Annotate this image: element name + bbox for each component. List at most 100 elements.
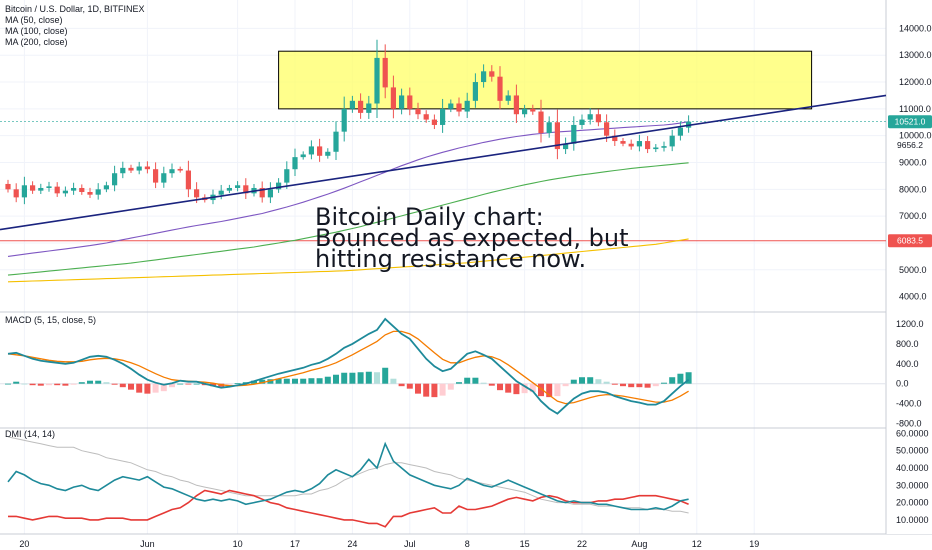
price-tick-label-10: 14000.0 <box>899 23 932 33</box>
candle-body-72 <box>595 114 601 123</box>
candle-body-9 <box>79 187 85 192</box>
candle-44 <box>366 95 372 119</box>
macd-histogram-bar-38 <box>316 378 323 384</box>
candle-body-7 <box>62 190 68 194</box>
candle-body-14 <box>120 167 126 174</box>
candle-49 <box>407 87 413 116</box>
chart-header: Bitcoin / U.S. Dollar, 1D, BITFINEX MA (… <box>5 4 145 439</box>
macd-histogram-bar-40 <box>333 374 339 384</box>
macd-tick-label-0: -800.0 <box>896 419 922 429</box>
candle-body-17 <box>144 166 150 170</box>
candle-35 <box>292 148 298 177</box>
time-tick-label-4: 24 <box>347 539 357 549</box>
candle-body-11 <box>95 189 101 195</box>
macd-histogram-bar-39 <box>324 376 331 384</box>
candle-3 <box>30 181 36 194</box>
candle-19 <box>161 166 167 188</box>
candle-body-74 <box>612 135 618 142</box>
candle-21 <box>177 166 183 173</box>
candle-40 <box>333 121 339 160</box>
candle-body-4 <box>38 187 44 191</box>
candle-75 <box>620 137 626 147</box>
candle-60 <box>497 66 503 110</box>
resistance-zone-layer <box>0 50 886 242</box>
candle-67 <box>554 109 560 160</box>
macd-histogram-bar-57 <box>472 377 479 384</box>
macd-histogram-bar-76 <box>628 383 635 388</box>
macd-histogram-bar-23 <box>193 383 200 385</box>
time-tick-label-0: 20 <box>19 539 29 549</box>
candle-47 <box>390 75 396 119</box>
macd-histogram-bar-49 <box>406 383 413 389</box>
candle-12 <box>103 181 109 193</box>
candle-body-59 <box>489 71 495 77</box>
macd-histogram-bar-27 <box>226 383 233 385</box>
candle-81 <box>669 129 675 152</box>
rising-trendline <box>0 94 887 231</box>
candle-body-1 <box>13 189 19 198</box>
macd-histogram-bar-58 <box>480 382 487 384</box>
macd-histogram-bar-19 <box>160 383 167 392</box>
price-tick-label-9: 13000.0 <box>899 50 932 60</box>
symbol-title: Bitcoin / U.S. Dollar, 1D, BITFINEX <box>5 4 145 14</box>
candle-39 <box>325 148 331 159</box>
macd-histogram-bar-50 <box>415 383 421 394</box>
price-axis-panel <box>886 0 932 534</box>
candle-64 <box>530 104 536 115</box>
candle-1 <box>13 183 19 203</box>
ma-level-tag <box>888 138 932 152</box>
candle-body-31 <box>259 187 265 198</box>
candle-body-76 <box>628 143 634 147</box>
candle-33 <box>276 178 282 193</box>
macd-histogram-bar-32 <box>267 379 274 384</box>
indicator-ma50-label: MA (50, close) <box>5 15 63 25</box>
macd-histogram-bar-46 <box>382 367 389 384</box>
macd-histogram-bar-3 <box>29 383 36 386</box>
macd-histogram-bar-48 <box>398 383 405 387</box>
candle-body-21 <box>177 168 183 171</box>
macd-tick-label-2: 0.0 <box>896 379 909 389</box>
macd-histogram-bar-6 <box>54 383 61 386</box>
candle-body-12 <box>103 185 109 190</box>
macd-histogram-bar-66 <box>546 383 553 398</box>
candle-18 <box>153 162 159 189</box>
candle-62 <box>513 84 519 123</box>
candle-72 <box>595 109 601 127</box>
macd-histogram-bar-2 <box>21 383 28 385</box>
candle-body-55 <box>456 103 462 112</box>
candle-body-73 <box>604 122 610 136</box>
dmi-tick-label-3: 40.0000 <box>896 463 929 473</box>
macd-histogram-bar-75 <box>620 383 626 387</box>
macd-histogram-bar-78 <box>644 383 651 388</box>
macd-histogram-bar-4 <box>37 383 44 386</box>
macd-histogram-bar-37 <box>308 378 315 384</box>
candle-56 <box>464 92 470 118</box>
ma-level-tag-label: 9656.2 <box>897 140 923 150</box>
time-tick-label-7: 15 <box>520 539 530 549</box>
annotation-line-2: Bounced as expected, but <box>315 224 629 252</box>
candle-46 <box>382 44 388 99</box>
macd-histogram-bar-36 <box>300 378 307 384</box>
candle-body-65 <box>538 111 544 133</box>
candle-31 <box>259 181 265 203</box>
macd-histogram-bar-17 <box>144 383 151 394</box>
candle-body-13 <box>112 173 118 186</box>
macd-histogram-bar-65 <box>538 383 544 397</box>
macd-histogram-bar-5 <box>46 383 52 386</box>
candle-body-64 <box>530 108 536 112</box>
candle-body-82 <box>677 127 683 136</box>
candle-7 <box>62 186 68 197</box>
candle-body-20 <box>169 169 175 174</box>
time-tick-label-9: Aug <box>631 539 647 549</box>
macd-histogram-bar-7 <box>62 383 69 386</box>
price-tick-label-4: 8000.0 <box>899 184 927 194</box>
macd-histogram-bar-60 <box>497 383 503 391</box>
macd-histogram-bar-67 <box>554 383 561 397</box>
candle-body-47 <box>390 87 396 109</box>
price-tick-label-0: 4000.0 <box>899 292 927 302</box>
dmi-tick-label-0: 10.0000 <box>896 515 929 525</box>
candle-body-33 <box>276 182 282 190</box>
candle-66 <box>546 116 552 138</box>
